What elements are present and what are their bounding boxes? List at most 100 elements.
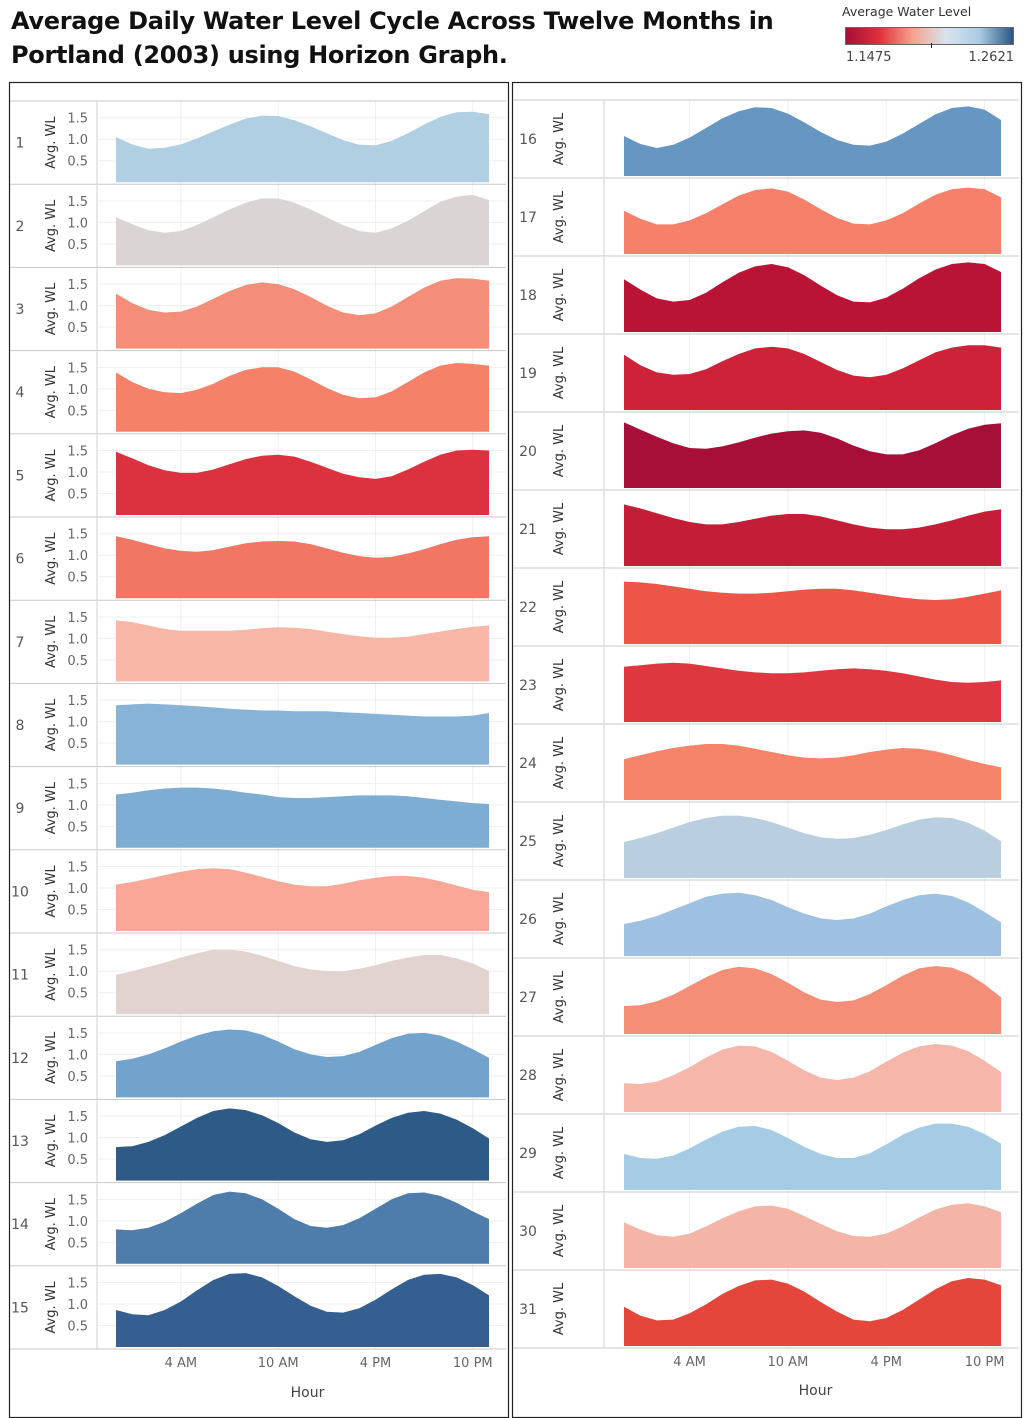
y-axis-label: Avg. WL bbox=[44, 282, 59, 335]
y-tick-label: 0.5 bbox=[67, 987, 88, 1002]
day-4-area bbox=[116, 363, 489, 432]
day-11-area bbox=[116, 949, 489, 1015]
y-axis-label: Avg. WL bbox=[44, 698, 59, 751]
y-tick-label: 0.5 bbox=[67, 488, 88, 503]
y-axis-label: Avg. WL bbox=[44, 1280, 59, 1333]
y-axis-label: Avg. WL bbox=[552, 502, 567, 555]
y-tick-label: 1.0 bbox=[67, 1298, 88, 1313]
day-22-area bbox=[624, 581, 1001, 644]
day-label: 27 bbox=[519, 990, 537, 1006]
day-label: 24 bbox=[519, 756, 537, 772]
y-axis-label: Avg. WL bbox=[552, 736, 567, 789]
day-label: 6 bbox=[16, 552, 25, 568]
y-tick-label: 1.5 bbox=[67, 611, 88, 626]
day-label: 26 bbox=[519, 912, 537, 928]
x-axis-title: Hour bbox=[799, 1383, 833, 1399]
day-label: 14 bbox=[11, 1217, 29, 1233]
x-tick-label: 10 AM bbox=[258, 1356, 299, 1371]
legend-gradient-bar bbox=[845, 27, 1014, 45]
day-21-area bbox=[624, 504, 1001, 566]
legend-title: Average Water Level bbox=[842, 4, 972, 19]
y-axis-label: Avg. WL bbox=[44, 948, 59, 1001]
day-label: 17 bbox=[519, 210, 537, 226]
day-5-area bbox=[116, 449, 489, 515]
y-axis-label: Avg. WL bbox=[552, 1282, 567, 1335]
y-tick-label: 1.5 bbox=[67, 112, 88, 127]
day-label: 31 bbox=[519, 1302, 537, 1318]
y-axis-label: Avg. WL bbox=[44, 864, 59, 917]
y-tick-label: 1.5 bbox=[67, 445, 88, 460]
y-tick-label: 0.5 bbox=[67, 1320, 88, 1335]
x-tick-label: 4 PM bbox=[360, 1356, 391, 1371]
day-27-area bbox=[624, 966, 1001, 1034]
y-axis-label: Avg. WL bbox=[552, 814, 567, 867]
day-label: 11 bbox=[11, 968, 29, 984]
y-tick-label: 1.0 bbox=[67, 965, 88, 980]
chart-title: Average Daily Water Level Cycle Across T… bbox=[11, 7, 774, 69]
y-axis-label: Avg. WL bbox=[44, 116, 59, 169]
day-31-area bbox=[624, 1278, 1001, 1346]
y-tick-label: 0.5 bbox=[67, 1236, 88, 1251]
y-axis-label: Avg. WL bbox=[44, 615, 59, 668]
y-axis-label: Avg. WL bbox=[552, 1204, 567, 1257]
day-label: 7 bbox=[16, 635, 25, 651]
day-label: 18 bbox=[519, 288, 537, 304]
day-20-area bbox=[624, 422, 1001, 488]
day-16-area bbox=[624, 106, 1001, 176]
x-axis-title: Hour bbox=[291, 1385, 325, 1401]
y-axis-label: Avg. WL bbox=[552, 1126, 567, 1179]
y-axis-label: Avg. WL bbox=[552, 892, 567, 945]
y-tick-label: 1.5 bbox=[67, 861, 88, 876]
y-tick-label: 0.5 bbox=[67, 571, 88, 586]
day-label: 2 bbox=[16, 219, 25, 235]
day-label: 22 bbox=[519, 600, 537, 616]
day-label: 28 bbox=[519, 1068, 537, 1084]
y-axis-label: Avg. WL bbox=[552, 424, 567, 477]
legend-midpoint-tick bbox=[931, 43, 932, 48]
day-7-area bbox=[116, 620, 489, 682]
day-1-area bbox=[116, 111, 489, 183]
color-legend: Average Water Level 1.1475 1.2621 bbox=[842, 4, 1018, 68]
y-tick-label: 0.5 bbox=[67, 404, 88, 419]
day-12-area bbox=[116, 1029, 489, 1098]
day-label: 21 bbox=[519, 522, 537, 538]
day-label: 15 bbox=[11, 1300, 29, 1316]
day-label: 23 bbox=[519, 678, 537, 694]
day-24-area bbox=[624, 744, 1001, 800]
day-label: 13 bbox=[11, 1134, 29, 1150]
y-tick-label: 0.5 bbox=[67, 1070, 88, 1085]
day-8-area bbox=[116, 703, 489, 765]
day-2-area bbox=[116, 194, 489, 266]
y-tick-label: 1.0 bbox=[67, 549, 88, 564]
y-tick-label: 1.5 bbox=[67, 777, 88, 792]
day-label: 30 bbox=[519, 1224, 537, 1240]
y-tick-label: 1.0 bbox=[67, 300, 88, 315]
day-30-area bbox=[624, 1203, 1001, 1268]
y-tick-label: 1.5 bbox=[67, 1193, 88, 1208]
day-18-area bbox=[624, 262, 1001, 332]
y-axis-label: Avg. WL bbox=[44, 448, 59, 501]
day-19-area bbox=[624, 345, 1001, 410]
day-label: 19 bbox=[519, 366, 537, 382]
y-tick-label: 1.5 bbox=[67, 944, 88, 959]
y-tick-label: 1.0 bbox=[67, 383, 88, 398]
y-tick-label: 0.5 bbox=[67, 654, 88, 669]
y-tick-label: 1.5 bbox=[67, 361, 88, 376]
y-tick-label: 1.0 bbox=[67, 466, 88, 481]
day-13-area bbox=[116, 1108, 489, 1181]
y-axis-label: Avg. WL bbox=[552, 268, 567, 321]
y-tick-label: 1.5 bbox=[67, 1277, 88, 1292]
y-tick-label: 0.5 bbox=[67, 1153, 88, 1168]
y-tick-label: 1.0 bbox=[67, 632, 88, 647]
day-3-area bbox=[116, 278, 489, 349]
y-tick-label: 1.0 bbox=[67, 1215, 88, 1230]
day-label: 1 bbox=[16, 136, 25, 152]
day-label: 3 bbox=[16, 302, 25, 318]
y-tick-label: 1.0 bbox=[67, 1132, 88, 1147]
y-tick-label: 1.0 bbox=[67, 799, 88, 814]
day-label: 8 bbox=[16, 718, 25, 734]
day-29-area bbox=[624, 1123, 1001, 1190]
day-23-area bbox=[624, 662, 1001, 722]
x-tick-label: 10 AM bbox=[768, 1355, 809, 1370]
